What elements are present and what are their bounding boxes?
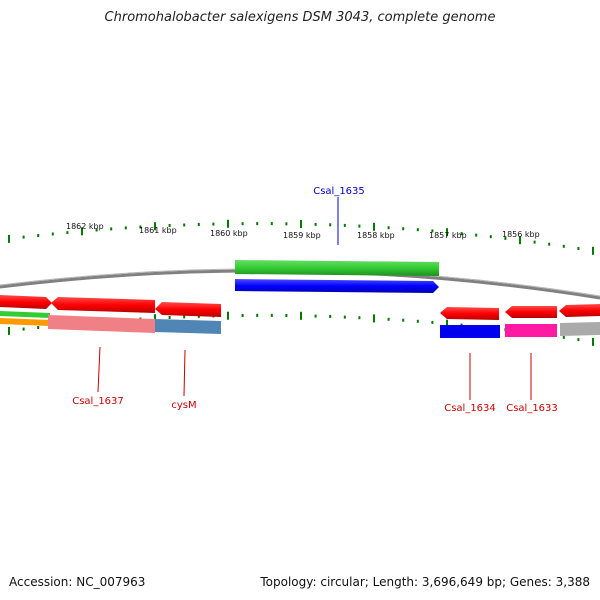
gene-csal-1635-track-blue[interactable] [235,279,439,293]
gene-csal-1635-track-green[interactable] [235,260,439,276]
leader-cysm [183,349,186,397]
gene-label-csal-1637[interactable]: Csal_1637 [72,396,124,407]
left-edge-orange-track[interactable] [0,318,50,326]
gene-right-edge-arrow[interactable] [559,304,600,317]
gene-csal-1637-arrow[interactable] [51,297,155,313]
gene-csal-1633-track-magenta[interactable] [505,324,557,337]
scale-label-1857: 1857 kbp [429,231,467,240]
gene-cysm-track-steel[interactable] [155,319,221,334]
scale-label-1862: 1862 kbp [66,222,104,231]
gene-label-csal-1635[interactable]: Csal_1635 [313,186,365,197]
left-edge-green-track[interactable] [0,311,50,318]
gene-cysm-arrow[interactable] [155,302,221,317]
accession-text: Accession: NC_007963 [9,575,146,589]
gene-label-cysm[interactable]: cysM [171,400,196,411]
gene-csal-1634-track-blue[interactable] [440,325,500,338]
right-edge-track-gray[interactable] [560,322,600,336]
genome-summary-text: Topology: circular; Length: 3,696,649 bp… [260,575,590,589]
page-title: Chromohalobacter salexigens DSM 3043, co… [104,10,496,25]
tick-row-outer [8,219,594,255]
gene-csal-1634-arrow[interactable] [440,307,499,320]
scale-label-1858: 1858 kbp [357,231,395,240]
scale-label-1860: 1860 kbp [210,229,248,238]
gene-left-edge-arrow[interactable] [0,295,52,309]
gene-csal-1637-track-pink[interactable] [48,315,155,333]
scale-label-1856: 1856 kbp [502,230,540,239]
leader-csal-1637 [97,346,101,393]
scale-label-1861: 1861 kbp [139,226,177,235]
gene-label-csal-1633[interactable]: Csal_1633 [506,403,558,414]
scale-label-1859: 1859 kbp [283,231,321,240]
gene-label-csal-1634[interactable]: Csal_1634 [444,403,496,414]
gene-csal-1633-arrow[interactable] [505,306,557,318]
